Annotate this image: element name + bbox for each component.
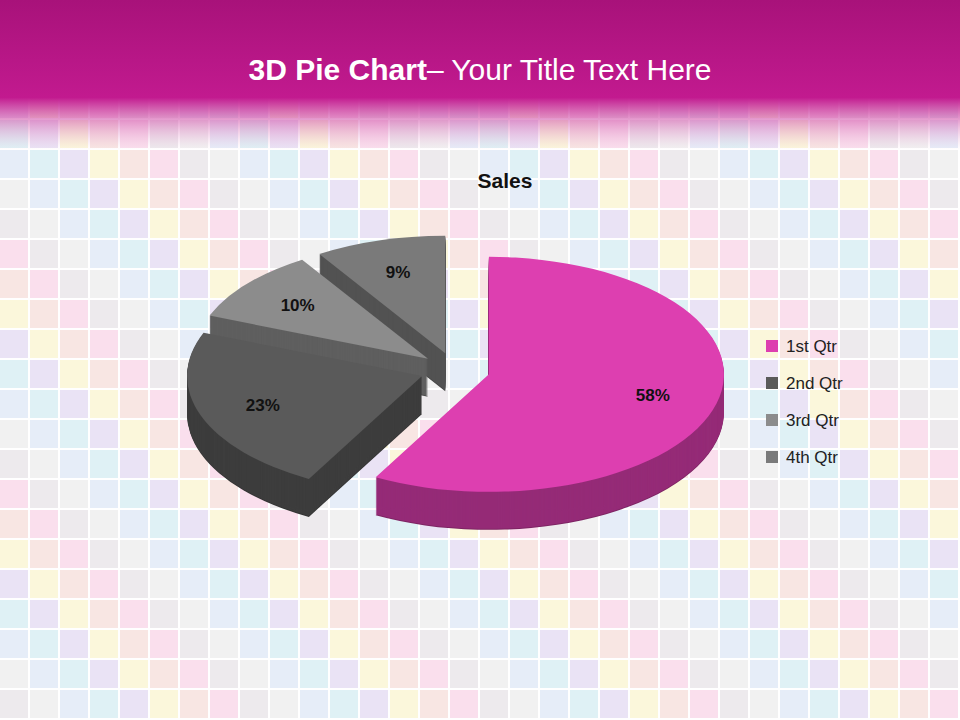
slice-side-layer <box>187 334 422 480</box>
legend-item: 3rd Qtr <box>766 411 839 430</box>
data-labels: 58% 23% 10% 9% <box>246 263 670 415</box>
slice <box>376 257 724 492</box>
slice <box>187 333 422 479</box>
legend-label: 3rd Qtr <box>786 411 839 430</box>
slide: 3D Pie Chart– Your Title Text Here Sales 5… <box>0 0 960 720</box>
data-label: 58% <box>636 386 670 405</box>
legend-label: 2nd Qtr <box>786 374 843 393</box>
slice-group <box>187 333 422 517</box>
legend-label: 4th Qtr <box>786 448 838 467</box>
legend-label: 1st Qtr <box>786 337 837 356</box>
legend-item: 2nd Qtr <box>766 374 843 393</box>
background-veil <box>0 0 960 720</box>
legend-swatch <box>766 377 778 389</box>
data-label: 10% <box>281 296 315 315</box>
header-band <box>0 0 960 150</box>
plot-area <box>187 236 724 530</box>
legend-item: 4th Qtr <box>766 448 838 467</box>
legend-item: 1st Qtr <box>766 337 837 356</box>
slice-side <box>376 258 724 530</box>
slide-title-part: – Your Title Text Here <box>427 53 712 86</box>
background <box>0 0 960 720</box>
legend: 1st Qtr 2nd Qtr 3rd Qtr 4th Qtr <box>766 337 843 467</box>
slice-side-layer <box>376 258 724 493</box>
slide-title-part: 3D Pie Chart <box>248 53 426 86</box>
chart-title: Sales <box>478 169 533 192</box>
legend-swatch <box>766 414 778 426</box>
data-label: 9% <box>386 263 411 282</box>
slice-side <box>187 334 422 517</box>
legend-swatch <box>766 340 778 352</box>
slide-title: 3D Pie Chart– Your Title Text Here <box>248 53 711 86</box>
data-label: 23% <box>246 396 280 415</box>
slice-group <box>376 257 724 530</box>
legend-swatch <box>766 451 778 463</box>
